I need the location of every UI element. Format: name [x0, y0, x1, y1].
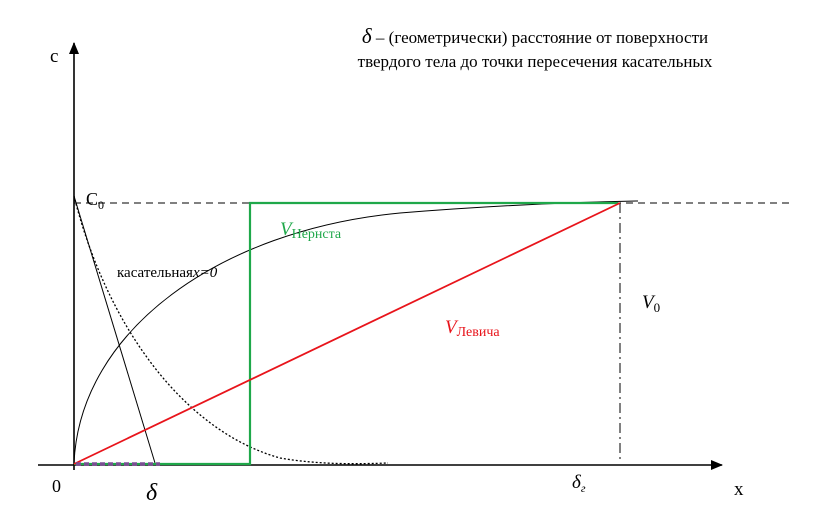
dotted-decay-curve	[73, 195, 389, 465]
x-axis-label: x	[734, 479, 744, 500]
delta-definition-note: δ – (геометрически) расстояние от поверх…	[300, 24, 770, 74]
levich-label: VЛевича	[445, 317, 500, 340]
origin-label: 0	[52, 476, 61, 496]
c0-label: C0	[86, 189, 104, 212]
note-line-1: δ – (геометрически) расстояние от поверх…	[300, 24, 770, 50]
delta-label: δ	[146, 480, 158, 506]
nernst-label: VНернста	[280, 219, 342, 242]
v0-label: V0	[642, 292, 660, 315]
tangent-label: касательнаяx=0	[117, 265, 218, 281]
delta-g-label: δг	[572, 472, 586, 495]
note-line-2: твердого тела до точки пересечения касат…	[357, 52, 713, 71]
note-delta-symbol: δ	[361, 24, 372, 48]
tangent-line	[73, 195, 156, 464]
levich-profile	[73, 202, 621, 465]
nernst-profile	[74, 201, 618, 466]
note-line-1-text: – (геометрически) расстояние от поверхно…	[375, 28, 709, 47]
y-axis-label: c	[50, 46, 58, 67]
